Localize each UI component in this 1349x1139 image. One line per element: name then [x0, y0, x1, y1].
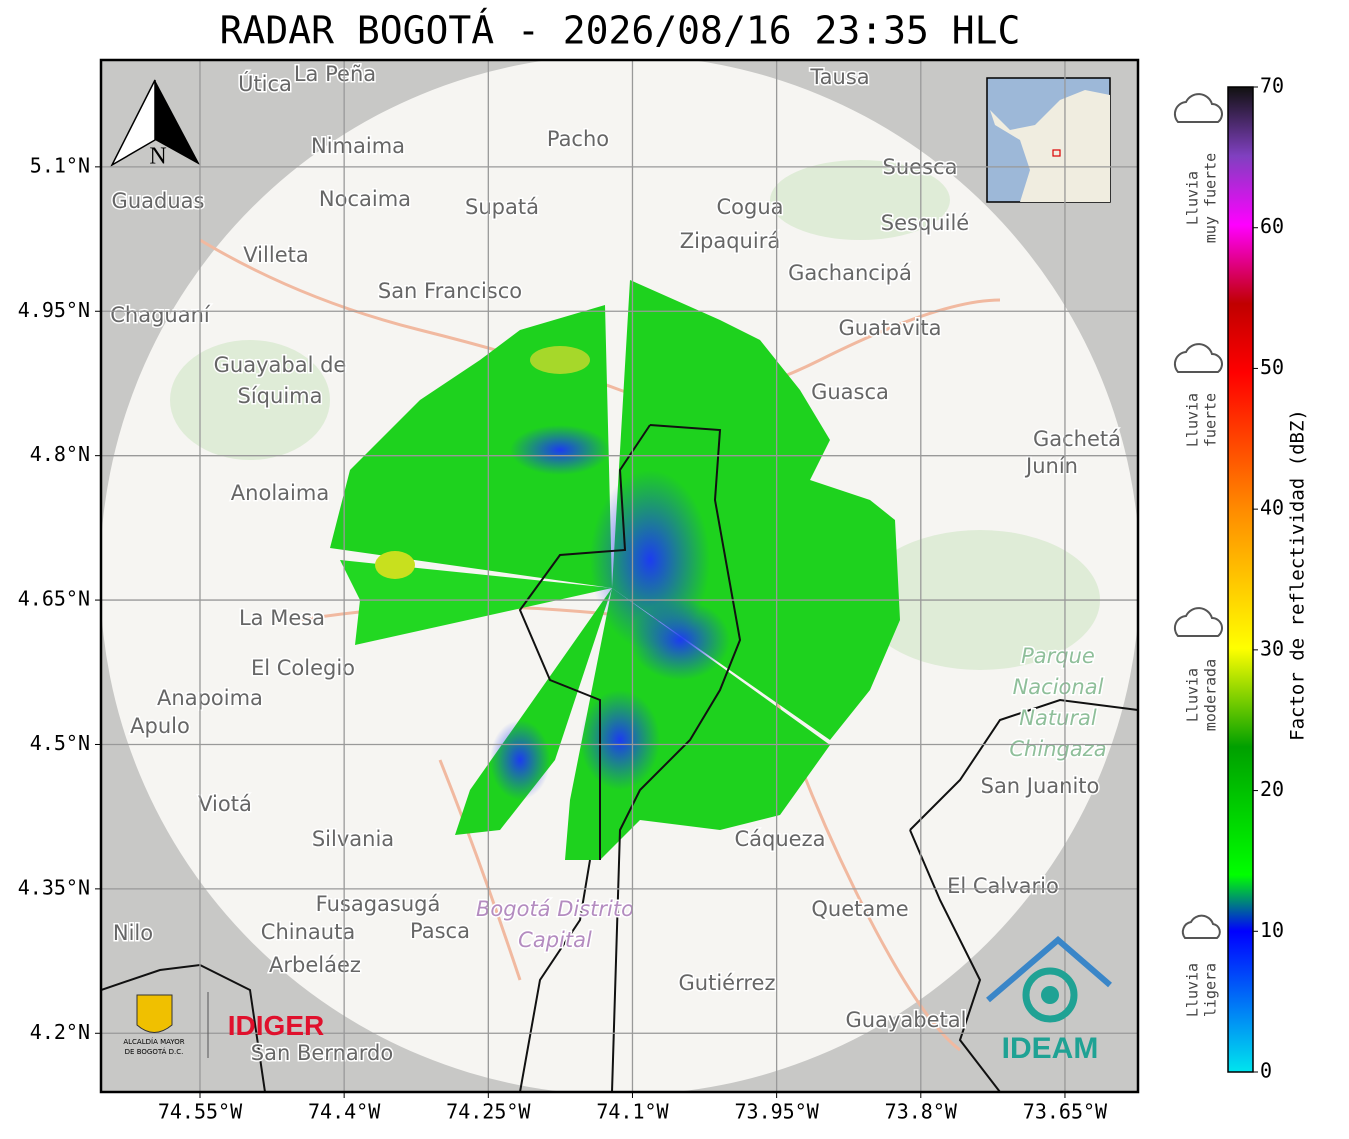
lat-tick-label: 4.65°N — [18, 587, 90, 611]
rain-icons — [1173, 93, 1223, 939]
place-label: Bogotá Distrito — [476, 897, 634, 921]
lon-tick-label: 73.95°W — [734, 1100, 819, 1124]
place-label: Supatá — [465, 195, 539, 219]
rain-level-label: Lluvia — [1184, 963, 1202, 1017]
place-label: La Peña — [294, 62, 376, 86]
colorbar-tick-label: 50 — [1260, 355, 1284, 379]
rain-level-label: fuerte — [1202, 393, 1220, 447]
inset-map — [986, 77, 1111, 203]
lat-tick-label: 4.5°N — [30, 731, 90, 755]
rain-level-label: Lluvia — [1184, 393, 1202, 447]
lon-tick-label: 73.8°W — [885, 1100, 958, 1124]
place-label: Quetame — [811, 897, 908, 921]
place-label: Gutiérrez — [679, 971, 776, 995]
place-label: Villeta — [243, 243, 308, 267]
place-label: Viotá — [198, 792, 252, 816]
lon-tick-label: 74.55°W — [158, 1100, 243, 1124]
colorbar-tick-label: 20 — [1260, 777, 1284, 801]
map: N Útica La Peña TausaPachoNimaimaSuescaGua… — [101, 60, 1138, 1092]
place-label: Gachancipá — [788, 261, 912, 285]
colorbar-label: Factor de reflectividad (dBZ) — [1287, 409, 1309, 741]
place-label: Apulo — [130, 714, 190, 738]
place-label: San Francisco — [378, 279, 522, 303]
colorbar-tick-label: 0 — [1260, 1059, 1272, 1083]
rain-level-label: Lluvia — [1184, 668, 1202, 722]
place-label: Gachetá — [1033, 427, 1121, 451]
colorbar-tick-label: 60 — [1260, 214, 1284, 238]
place-label: Nimaima — [311, 134, 405, 158]
place-label: Guayabal de — [214, 353, 347, 377]
place-label: Zipaquirá — [680, 229, 780, 253]
place-label: Tausa — [809, 65, 869, 89]
place-label: Parque — [1021, 644, 1095, 668]
north-arrow: N — [110, 79, 200, 170]
place-label: Anolaima — [231, 481, 329, 505]
place-label: Cogua — [716, 195, 783, 219]
place-label: Capital — [518, 928, 592, 952]
rain-level-label: muy fuerte — [1202, 153, 1220, 243]
title: RADAR BOGOTÁ - 2026/08/16 23:35 HLC — [220, 9, 1021, 53]
place-label: Natural — [1019, 706, 1097, 730]
place-label: Pasca — [410, 919, 470, 943]
lat-tick-label: 4.2°N — [30, 1020, 90, 1044]
place-label: Pacho — [547, 127, 609, 151]
place-label: San Bernardo — [251, 1041, 393, 1065]
lon-tick-label: 74.25°W — [446, 1100, 531, 1124]
lon-tick-label: 74.1°W — [596, 1100, 669, 1124]
alcaldia-line: DE BOGOTÁ D.C. — [125, 1047, 184, 1056]
place-label: Chaguaní — [110, 303, 211, 327]
lat-tick-label: 4.8°N — [30, 442, 90, 466]
place-label: El Colegio — [251, 656, 355, 680]
place-label: Guasca — [811, 380, 889, 404]
place-label: Guaduas — [112, 189, 205, 213]
place-label: Chinauta — [261, 920, 355, 944]
place-label: Nilo — [113, 921, 153, 945]
north-label: N — [149, 144, 166, 170]
lon-tick-label: 73.65°W — [1023, 1100, 1108, 1124]
lon-tick-label: 74.4°W — [308, 1100, 381, 1124]
place-label: Sesquilé — [881, 211, 969, 235]
place-label: Nocaima — [319, 187, 411, 211]
place-label: Chingaza — [1009, 737, 1106, 761]
idiger-logo: IDIGER — [228, 1010, 324, 1041]
colorbar-tick-label: 70 — [1260, 74, 1284, 98]
place-label: Fusagasugá — [316, 892, 441, 916]
place-label: Guayabetal — [846, 1008, 967, 1032]
colorbar-tick-label: 40 — [1260, 496, 1284, 520]
rain-level-label: ligera — [1202, 963, 1220, 1017]
boundaries — [101, 424, 1138, 1092]
place-label: Junín — [1024, 454, 1078, 478]
place-label: Anapoima — [157, 686, 263, 710]
place-label: Guatavita — [839, 316, 942, 340]
rain-level-label: moderada — [1202, 659, 1220, 731]
logos: ALCALDÍA MAYOR DE BOGOTÁ D.C. IDIGER IDE… — [123, 936, 1112, 1065]
place-label: Síquima — [238, 384, 323, 408]
lat-tick-label: 4.35°N — [18, 875, 90, 899]
lat-tick-label: 4.95°N — [18, 298, 90, 322]
place-label: Útica — [238, 71, 292, 96]
place-label: Nacional — [1013, 675, 1104, 699]
place-label: La Mesa — [239, 606, 325, 630]
lat-tick-label: 5.1°N — [30, 153, 90, 177]
rain-level-label: Lluvia — [1184, 171, 1202, 225]
ideam-logo: IDEAM — [1002, 1032, 1099, 1065]
place-label: Cáqueza — [735, 827, 826, 851]
colorbar-tick-label: 10 — [1260, 918, 1284, 942]
place-label: Silvania — [312, 827, 394, 851]
alcaldia-line: ALCALDÍA MAYOR — [123, 1037, 184, 1046]
place-label: San Juanito — [981, 774, 1100, 798]
map-frame — [99, 58, 1140, 1094]
place-label: El Calvario — [947, 874, 1059, 898]
colorbar-tick-label: 30 — [1260, 636, 1284, 660]
colorbar — [1227, 86, 1254, 1073]
place-label: Arbeláez — [269, 953, 361, 977]
